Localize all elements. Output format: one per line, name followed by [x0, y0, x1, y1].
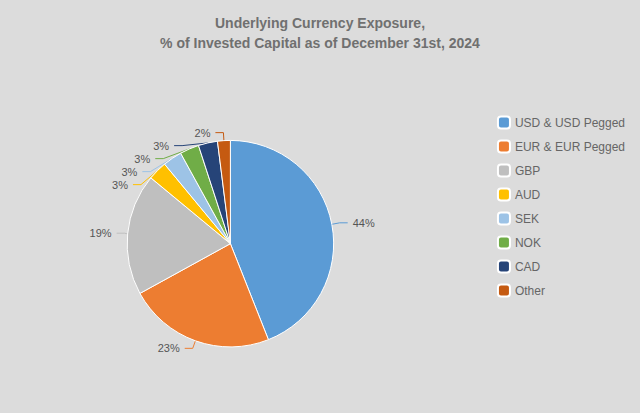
svg-text:3%: 3% — [121, 166, 137, 178]
svg-text:USD & USD Pegged: USD & USD Pegged — [515, 116, 625, 130]
svg-text:SEK: SEK — [515, 212, 539, 226]
svg-text:AUD: AUD — [515, 188, 541, 202]
svg-text:Other: Other — [515, 284, 545, 298]
svg-text:3%: 3% — [112, 179, 128, 191]
svg-text:3%: 3% — [153, 140, 169, 152]
svg-text:EUR & EUR Pegged: EUR & EUR Pegged — [515, 140, 625, 154]
svg-text:GBP: GBP — [515, 164, 540, 178]
svg-text:3%: 3% — [134, 153, 150, 165]
svg-text:19%: 19% — [90, 227, 112, 239]
svg-text:Underlying Currency Exposure,: Underlying Currency Exposure, — [215, 15, 425, 31]
svg-text:44%: 44% — [353, 217, 375, 229]
svg-text:2%: 2% — [195, 127, 211, 139]
svg-text:% of Invested Capital as of De: % of Invested Capital as of December 31s… — [160, 35, 480, 51]
svg-text:23%: 23% — [158, 342, 180, 354]
svg-text:NOK: NOK — [515, 236, 541, 250]
svg-text:CAD: CAD — [515, 260, 541, 274]
